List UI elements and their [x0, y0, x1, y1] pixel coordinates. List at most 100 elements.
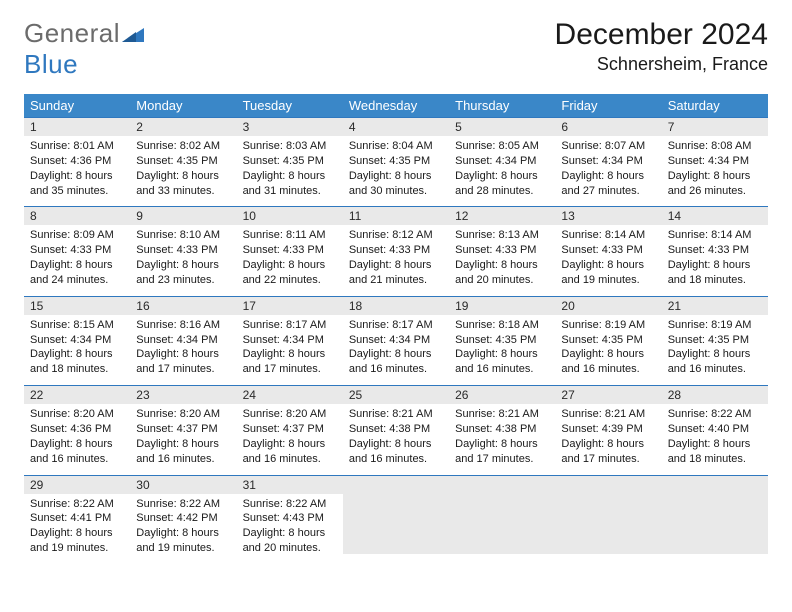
day-number: 18	[343, 297, 449, 315]
sunset-line: Sunset: 4:35 PM	[243, 155, 324, 167]
daylight-line: Daylight: 8 hours and 19 minutes.	[30, 527, 113, 554]
day-body: Sunrise: 8:02 AMSunset: 4:35 PMDaylight:…	[130, 136, 236, 206]
day-number: 26	[449, 386, 555, 404]
day-body: Sunrise: 8:20 AMSunset: 4:36 PMDaylight:…	[24, 404, 130, 474]
calendar-cell: 16Sunrise: 8:16 AMSunset: 4:34 PMDayligh…	[130, 296, 236, 385]
sunset-line: Sunset: 4:36 PM	[30, 155, 111, 167]
sunset-line: Sunset: 4:35 PM	[668, 334, 749, 346]
daylight-line: Daylight: 8 hours and 23 minutes.	[136, 259, 219, 286]
daylight-line: Daylight: 8 hours and 24 minutes.	[30, 259, 113, 286]
daylight-line: Daylight: 8 hours and 16 minutes.	[455, 348, 538, 375]
calendar-week: 15Sunrise: 8:15 AMSunset: 4:34 PMDayligh…	[24, 296, 768, 385]
sunset-line: Sunset: 4:37 PM	[136, 423, 217, 435]
sunset-line: Sunset: 4:34 PM	[30, 334, 111, 346]
calendar-cell: 29Sunrise: 8:22 AMSunset: 4:41 PMDayligh…	[24, 475, 130, 564]
daylight-line: Daylight: 8 hours and 16 minutes.	[561, 348, 644, 375]
daylight-line: Daylight: 8 hours and 31 minutes.	[243, 170, 326, 197]
calendar-cell: 28Sunrise: 8:22 AMSunset: 4:40 PMDayligh…	[662, 386, 768, 475]
calendar-cell: 19Sunrise: 8:18 AMSunset: 4:35 PMDayligh…	[449, 296, 555, 385]
sunset-line: Sunset: 4:35 PM	[455, 334, 536, 346]
daylight-line: Daylight: 8 hours and 28 minutes.	[455, 170, 538, 197]
day-number: 6	[555, 118, 661, 136]
day-number: 22	[24, 386, 130, 404]
day-number-empty	[662, 476, 768, 494]
sunrise-line: Sunrise: 8:21 AM	[455, 408, 539, 420]
calendar-cell	[662, 475, 768, 564]
day-number: 9	[130, 207, 236, 225]
day-number: 14	[662, 207, 768, 225]
sunrise-line: Sunrise: 8:13 AM	[455, 229, 539, 241]
day-number: 25	[343, 386, 449, 404]
day-number: 17	[237, 297, 343, 315]
title-block: December 2024 Schnersheim, France	[555, 18, 768, 75]
sunrise-line: Sunrise: 8:12 AM	[349, 229, 433, 241]
sunset-line: Sunset: 4:38 PM	[349, 423, 430, 435]
calendar-week: 22Sunrise: 8:20 AMSunset: 4:36 PMDayligh…	[24, 386, 768, 475]
calendar-cell: 20Sunrise: 8:19 AMSunset: 4:35 PMDayligh…	[555, 296, 661, 385]
day-body: Sunrise: 8:13 AMSunset: 4:33 PMDaylight:…	[449, 225, 555, 295]
calendar-cell: 30Sunrise: 8:22 AMSunset: 4:42 PMDayligh…	[130, 475, 236, 564]
sunset-line: Sunset: 4:37 PM	[243, 423, 324, 435]
location-label: Schnersheim, France	[555, 54, 768, 75]
sunrise-line: Sunrise: 8:10 AM	[136, 229, 220, 241]
day-number: 21	[662, 297, 768, 315]
calendar-cell: 26Sunrise: 8:21 AMSunset: 4:38 PMDayligh…	[449, 386, 555, 475]
day-number-empty	[449, 476, 555, 494]
header: General Blue December 2024 Schnersheim, …	[24, 18, 768, 80]
brand-part1: General	[24, 18, 120, 48]
day-body-empty	[555, 494, 661, 554]
sunset-line: Sunset: 4:33 PM	[349, 244, 430, 256]
calendar-cell: 9 Sunrise: 8:10 AM Sunset: 4:33 PM Daylight…	[130, 207, 236, 296]
sunset-line: Sunset: 4:33 PM	[136, 244, 217, 256]
day-number: 2	[130, 118, 236, 136]
daylight-line: Daylight: 8 hours and 26 minutes.	[668, 170, 751, 197]
calendar-cell: 3Sunrise: 8:03 AMSunset: 4:35 PMDaylight…	[237, 118, 343, 207]
day-body: Sunrise: 8:08 AMSunset: 4:34 PMDaylight:…	[662, 136, 768, 206]
day-number: 13	[555, 207, 661, 225]
dow-saturday: Saturday	[662, 94, 768, 118]
calendar-cell: 15Sunrise: 8:15 AMSunset: 4:34 PMDayligh…	[24, 296, 130, 385]
sunrise-line: Sunrise: 8:02 AM	[136, 140, 220, 152]
sunrise-line: Sunrise: 8:05 AM	[455, 140, 539, 152]
day-body-empty	[343, 494, 449, 554]
day-number: 16	[130, 297, 236, 315]
day-body: Sunrise: 8:22 AMSunset: 4:40 PMDaylight:…	[662, 404, 768, 474]
calendar-table: Sunday Monday Tuesday Wednesday Thursday…	[24, 94, 768, 564]
daylight-line: Daylight: 8 hours and 19 minutes.	[561, 259, 644, 286]
brand-part2: Blue	[24, 49, 78, 79]
daylight-line: Daylight: 8 hours and 16 minutes.	[30, 438, 113, 465]
month-title: December 2024	[555, 18, 768, 52]
calendar-cell: 23Sunrise: 8:20 AMSunset: 4:37 PMDayligh…	[130, 386, 236, 475]
day-body: Sunrise: 8:21 AMSunset: 4:38 PMDaylight:…	[449, 404, 555, 474]
day-number: 12	[449, 207, 555, 225]
calendar-cell	[555, 475, 661, 564]
calendar-week: 29Sunrise: 8:22 AMSunset: 4:41 PMDayligh…	[24, 475, 768, 564]
sunset-line: Sunset: 4:33 PM	[455, 244, 536, 256]
calendar-cell: 12Sunrise: 8:13 AMSunset: 4:33 PMDayligh…	[449, 207, 555, 296]
calendar-cell: 31Sunrise: 8:22 AMSunset: 4:43 PMDayligh…	[237, 475, 343, 564]
day-body: Sunrise: 8:20 AMSunset: 4:37 PMDaylight:…	[130, 404, 236, 474]
day-number: 29	[24, 476, 130, 494]
day-body: Sunrise: 8:09 AMSunset: 4:33 PMDaylight:…	[24, 225, 130, 295]
sunrise-line: Sunrise: 8:20 AM	[243, 408, 327, 420]
calendar-cell: 18Sunrise: 8:17 AMSunset: 4:34 PMDayligh…	[343, 296, 449, 385]
day-body: Sunrise: 8:14 AMSunset: 4:33 PMDaylight:…	[662, 225, 768, 295]
calendar-cell: 1Sunrise: 8:01 AMSunset: 4:36 PMDaylight…	[24, 118, 130, 207]
day-number: 10	[237, 207, 343, 225]
day-number: 27	[555, 386, 661, 404]
calendar-cell: 21Sunrise: 8:19 AMSunset: 4:35 PMDayligh…	[662, 296, 768, 385]
sunset-line: Sunset: 4:34 PM	[349, 334, 430, 346]
calendar-week: 1Sunrise: 8:01 AMSunset: 4:36 PMDaylight…	[24, 118, 768, 207]
day-body: Sunrise: 8:18 AMSunset: 4:35 PMDaylight:…	[449, 315, 555, 385]
sunrise-line: Sunrise: 8:16 AM	[136, 319, 220, 331]
calendar-cell	[449, 475, 555, 564]
sunrise-line: Sunrise: 8:20 AM	[136, 408, 220, 420]
dow-tuesday: Tuesday	[237, 94, 343, 118]
calendar-cell: 8Sunrise: 8:09 AMSunset: 4:33 PMDaylight…	[24, 207, 130, 296]
sunset-line: Sunset: 4:33 PM	[30, 244, 111, 256]
day-body: Sunrise: 8:07 AMSunset: 4:34 PMDaylight:…	[555, 136, 661, 206]
day-number: 7	[662, 118, 768, 136]
day-number: 8	[24, 207, 130, 225]
sunset-line: Sunset: 4:43 PM	[243, 512, 324, 524]
day-body: Sunrise: 8:12 AMSunset: 4:33 PMDaylight:…	[343, 225, 449, 295]
